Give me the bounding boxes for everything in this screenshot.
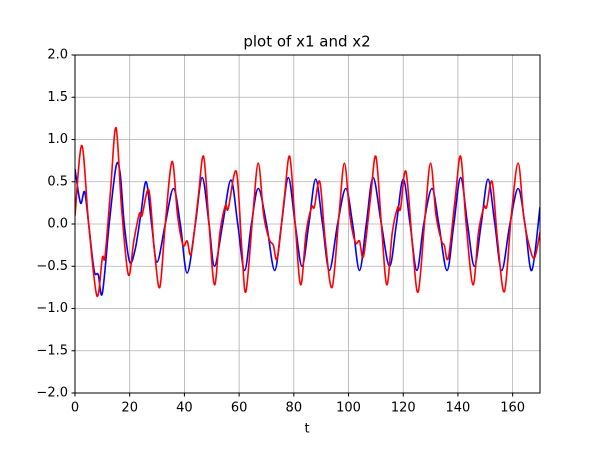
series-line <box>75 126 540 297</box>
x-tick-label: 100 <box>336 401 361 416</box>
y-tick-label: −1.5 <box>36 343 68 358</box>
y-tick-label: 1.0 <box>47 132 68 147</box>
y-tick-label: 2.0 <box>47 48 68 63</box>
ticks: 0 20 40 60 80 100 120 140 160 −2.0 −1.5 −1.0 −0.5 0.0… <box>36 48 525 416</box>
y-tick-label: 0.0 <box>47 217 68 232</box>
y-tick-label: −1.0 <box>36 301 68 316</box>
x-tick-label: 20 <box>121 401 138 416</box>
x-tick-label: 120 <box>391 401 416 416</box>
y-tick-label: 1.5 <box>47 90 68 105</box>
y-tick-label: −0.5 <box>36 259 68 274</box>
y-tick-label: −2.0 <box>36 386 68 401</box>
y-tick-label: 0.5 <box>47 174 68 189</box>
plot-area <box>75 126 540 297</box>
chart-title: plot of x1 and x2 <box>243 33 370 51</box>
x-axis-label: t <box>304 422 309 437</box>
x-tick-label: 40 <box>176 401 193 416</box>
x-tick-label: 140 <box>446 401 471 416</box>
x-tick-label: 80 <box>286 401 303 416</box>
x-tick-label: 0 <box>71 401 79 416</box>
x-tick-label: 60 <box>231 401 248 416</box>
x-tick-label: 160 <box>500 401 525 416</box>
